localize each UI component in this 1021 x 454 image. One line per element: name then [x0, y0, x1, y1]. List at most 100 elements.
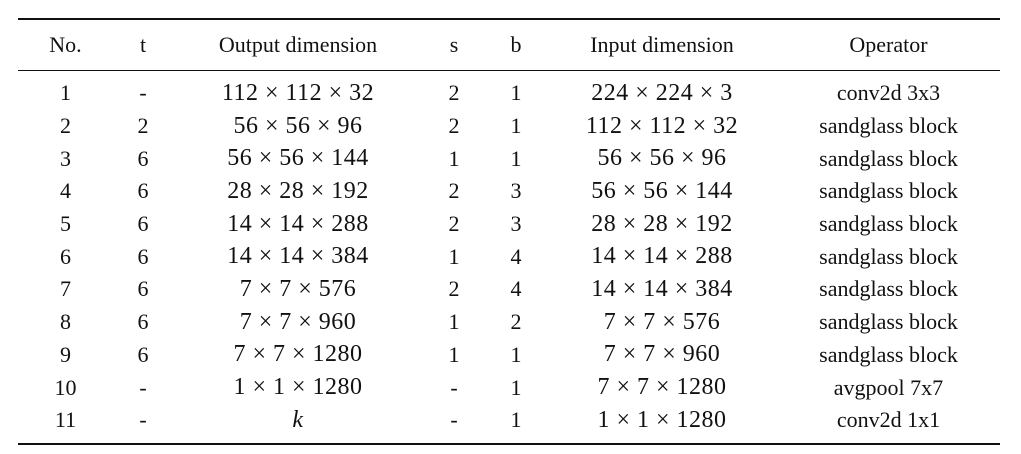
- cell-b: 3: [510, 211, 522, 237]
- cell-no: 6: [60, 243, 71, 269]
- cell-operator: conv2d 1x1: [836, 407, 941, 433]
- cell-no: 10: [54, 374, 77, 400]
- cell-operator: sandglass block: [819, 309, 958, 335]
- cell-no: 2: [60, 113, 71, 139]
- cell-t: 6: [137, 341, 149, 367]
- cell-t: -: [139, 407, 147, 433]
- cell-input-dimension: 14 × 14 × 288: [591, 243, 733, 270]
- cell-output-dimension: 1 × 1 × 1280: [233, 374, 363, 401]
- table-body: 1 - 112 × 112 × 32 2 1 224 × 224 × 3 con…: [18, 71, 1000, 443]
- header-s: s: [449, 32, 459, 57]
- cell-s: 1: [448, 341, 460, 367]
- cell-output-dimension: 56 × 56 × 144: [227, 145, 369, 172]
- cell-b: 4: [510, 243, 522, 269]
- cell-b: 1: [510, 145, 522, 171]
- cell-s: 2: [448, 178, 460, 204]
- header-rule: [18, 70, 1000, 71]
- cell-t: 6: [137, 309, 149, 335]
- cell-input-dimension: 14 × 14 × 384: [591, 275, 733, 302]
- top-rule: [18, 18, 1000, 20]
- cell-b: 1: [510, 113, 522, 139]
- table-row: 9 6 7 × 7 × 1280 1 1 7 × 7 × 960 sandgla…: [18, 339, 1000, 372]
- table-row: 2 2 56 × 56 × 96 2 1 112 × 112 × 32 sand…: [18, 110, 1000, 143]
- cell-s: 2: [448, 113, 460, 139]
- header-b: b: [510, 32, 522, 57]
- cell-no: 7: [60, 276, 71, 302]
- table-row: 5 6 14 × 14 × 288 2 3 28 × 28 × 192 sand…: [18, 208, 1000, 241]
- cell-no: 8: [60, 309, 71, 335]
- cell-s: 1: [448, 145, 460, 171]
- cell-t: -: [139, 80, 147, 106]
- cell-no: 1: [60, 80, 71, 106]
- header-t: t: [139, 32, 147, 57]
- architecture-table-container: No. t Output dimension s b Input dimensi…: [18, 18, 1000, 445]
- cell-output-dimension: 14 × 14 × 384: [227, 243, 369, 270]
- cell-s: 2: [448, 80, 460, 106]
- cell-s: 2: [448, 211, 460, 237]
- cell-t: 6: [137, 243, 149, 269]
- cell-s: 1: [448, 243, 460, 269]
- cell-t: 6: [137, 145, 149, 171]
- cell-operator: sandglass block: [819, 113, 958, 139]
- header-no: No.: [49, 32, 82, 57]
- table-row: 8 6 7 × 7 × 960 1 2 7 × 7 × 576 sandglas…: [18, 306, 1000, 339]
- cell-t: 6: [137, 178, 149, 204]
- cell-output-dimension: 7 × 7 × 576: [239, 275, 357, 302]
- cell-output-dimension: k: [292, 406, 304, 433]
- cell-b: 1: [510, 80, 522, 106]
- header-input-dimension: Input dimension: [590, 32, 734, 57]
- cell-t: 6: [137, 276, 149, 302]
- cell-input-dimension: 7 × 7 × 576: [603, 308, 721, 335]
- architecture-table-body: 1 - 112 × 112 × 32 2 1 224 × 224 × 3 con…: [18, 71, 1000, 443]
- table-row: 3 6 56 × 56 × 144 1 1 56 × 56 × 96 sandg…: [18, 142, 1000, 175]
- cell-input-dimension: 112 × 112 × 32: [585, 112, 739, 139]
- cell-b: 3: [510, 178, 522, 204]
- table-row: 11 - k - 1 1 × 1 × 1280 conv2d 1x1: [18, 404, 1000, 443]
- cell-b: 1: [510, 374, 522, 400]
- cell-s: 1: [448, 309, 460, 335]
- cell-output-dimension: 7 × 7 × 960: [239, 308, 357, 335]
- cell-s: 2: [448, 276, 460, 302]
- header-output-dimension: Output dimension: [218, 32, 378, 57]
- cell-s: -: [450, 407, 458, 433]
- cell-output-dimension: 7 × 7 × 1280: [233, 341, 363, 368]
- cell-input-dimension: 7 × 7 × 960: [603, 341, 721, 368]
- cell-operator: conv2d 3x3: [836, 80, 941, 106]
- cell-operator: sandglass block: [819, 341, 958, 367]
- cell-output-dimension: 56 × 56 × 96: [233, 112, 363, 139]
- table-row: 4 6 28 × 28 × 192 2 3 56 × 56 × 144 sand…: [18, 175, 1000, 208]
- cell-operator: sandglass block: [819, 243, 958, 269]
- cell-t: -: [139, 374, 147, 400]
- cell-output-dimension: 112 × 112 × 32: [221, 79, 375, 106]
- cell-b: 4: [510, 276, 522, 302]
- cell-no: 4: [60, 178, 71, 204]
- cell-output-dimension: 14 × 14 × 288: [227, 210, 369, 237]
- architecture-table: No. t Output dimension s b Input dimensi…: [18, 20, 1000, 70]
- cell-input-dimension: 28 × 28 × 192: [591, 210, 733, 237]
- cell-operator: sandglass block: [819, 145, 958, 171]
- table-row: 1 - 112 × 112 × 32 2 1 224 × 224 × 3 con…: [18, 71, 1000, 110]
- cell-input-dimension: 7 × 7 × 1280: [597, 374, 727, 401]
- cell-b: 2: [510, 309, 522, 335]
- cell-b: 1: [510, 341, 522, 367]
- cell-operator: sandglass block: [819, 276, 958, 302]
- cell-t: 6: [137, 211, 149, 237]
- cell-operator: sandglass block: [819, 211, 958, 237]
- cell-input-dimension: 1 × 1 × 1280: [597, 406, 727, 433]
- cell-no: 9: [60, 341, 71, 367]
- cell-operator: avgpool 7x7: [833, 374, 944, 400]
- cell-input-dimension: 224 × 224 × 3: [591, 79, 733, 106]
- table-header-row: No. t Output dimension s b Input dimensi…: [18, 20, 1000, 70]
- cell-input-dimension: 56 × 56 × 96: [597, 145, 727, 172]
- cell-b: 1: [510, 407, 522, 433]
- table-row: 7 6 7 × 7 × 576 2 4 14 × 14 × 384 sandgl…: [18, 273, 1000, 306]
- cell-s: -: [450, 374, 458, 400]
- bottom-rule: [18, 442, 1000, 445]
- cell-t: 2: [137, 113, 149, 139]
- cell-operator: sandglass block: [819, 178, 958, 204]
- cell-no: 3: [60, 145, 71, 171]
- header-operator: Operator: [849, 32, 928, 57]
- cell-output-dimension: 28 × 28 × 192: [227, 177, 369, 204]
- cell-no: 5: [60, 211, 71, 237]
- table-row: 6 6 14 × 14 × 384 1 4 14 × 14 × 288 sand…: [18, 240, 1000, 273]
